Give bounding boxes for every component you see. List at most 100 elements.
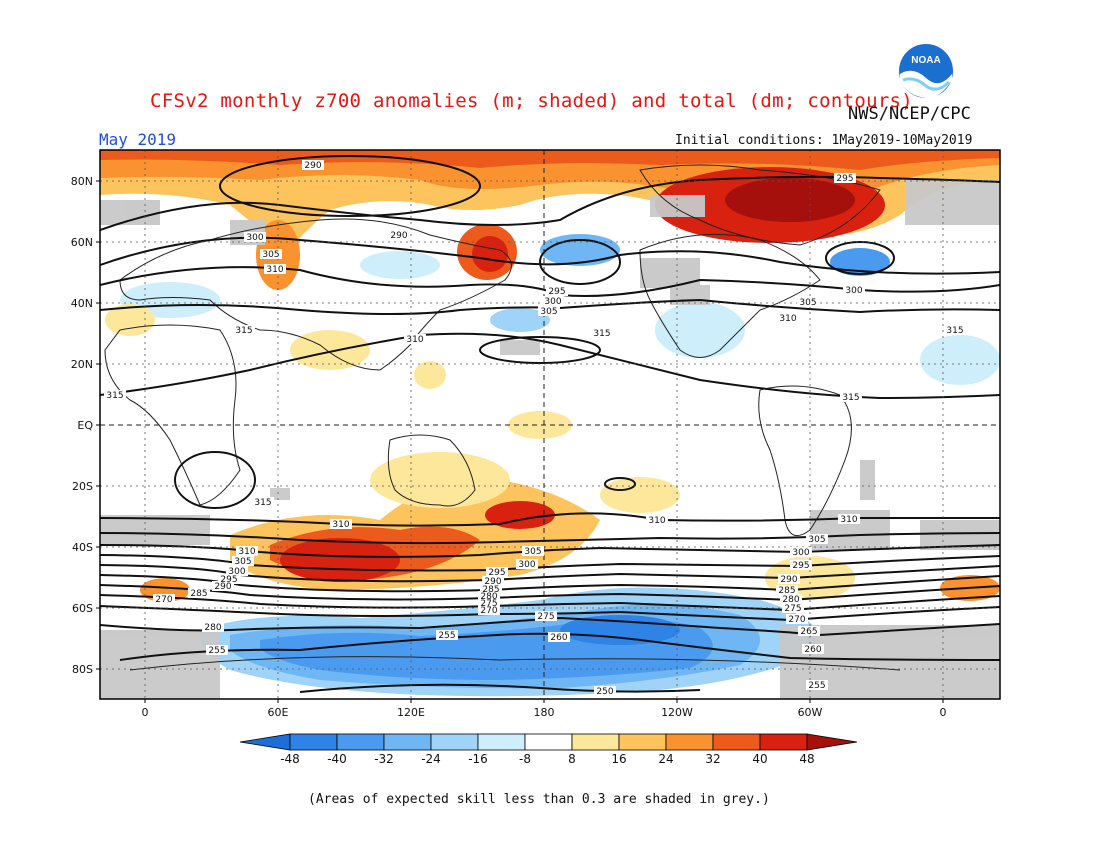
colorbar-tick-label: -32 bbox=[374, 752, 394, 766]
contour-label: 305 bbox=[234, 557, 251, 567]
contour-label: 305 bbox=[808, 535, 825, 545]
contour-label: 295 bbox=[792, 561, 809, 571]
contour-label: 255 bbox=[438, 631, 455, 641]
anomaly-pacific-negative bbox=[540, 234, 620, 266]
anomaly-india-positive bbox=[414, 361, 446, 389]
skill-footnote: (Areas of expected skill less than 0.3 a… bbox=[308, 792, 770, 807]
anomaly-eastpac-negative bbox=[490, 308, 550, 332]
contour-label: 285 bbox=[482, 585, 499, 595]
contour-label: 285 bbox=[778, 586, 795, 596]
colorbar-box bbox=[665, 733, 714, 751]
contour-label: 310 bbox=[266, 265, 283, 275]
colorbar-tick-label: -40 bbox=[327, 752, 347, 766]
contour-label: 310 bbox=[779, 314, 796, 324]
anomaly-tasman-max bbox=[485, 501, 555, 529]
colorbar-tick-label: 48 bbox=[799, 752, 814, 766]
contour-label: 310 bbox=[332, 520, 349, 530]
contour-label: 250 bbox=[596, 687, 613, 697]
contour-label: 315 bbox=[106, 391, 123, 401]
anomaly-southpac-positive bbox=[600, 477, 680, 513]
lon-tick-marks bbox=[144, 699, 944, 703]
contour-label: 310 bbox=[406, 335, 423, 345]
contour-label: 290 bbox=[214, 582, 231, 592]
lat-tick-label: 20S bbox=[72, 480, 93, 493]
lat-tick-marks bbox=[96, 180, 100, 670]
contour-label: 305 bbox=[524, 547, 541, 557]
colorbar-box bbox=[289, 733, 338, 751]
lon-tick-label: 60W bbox=[798, 706, 823, 719]
contour-label: 300 bbox=[518, 560, 535, 570]
contour-label: 270 bbox=[788, 615, 805, 625]
contour-label: 270 bbox=[480, 606, 497, 616]
contour-label: 315 bbox=[254, 498, 271, 508]
contour-label: 290 bbox=[780, 575, 797, 585]
colorbar-box bbox=[759, 733, 808, 751]
contour-label: 255 bbox=[208, 646, 225, 656]
anomaly-natl-negative bbox=[920, 335, 1000, 385]
primary-axes bbox=[100, 150, 1000, 699]
contour-label: 265 bbox=[800, 627, 817, 637]
lon-tick-label: 0 bbox=[142, 706, 149, 719]
contour-label: 290 bbox=[484, 577, 501, 587]
lon-axis: 0 60E 120E 180 120W 60W 0 bbox=[142, 706, 947, 719]
contour-label: 295 bbox=[548, 287, 565, 297]
contour-label: 315 bbox=[842, 393, 859, 403]
anomaly-atlantic-negative bbox=[655, 302, 745, 358]
colorbar-tick-label: 8 bbox=[568, 752, 576, 766]
contour-label: 260 bbox=[550, 633, 567, 643]
colorbar-box bbox=[524, 733, 573, 751]
colorbar-arrow-low bbox=[239, 733, 291, 751]
contour-label: 280 bbox=[480, 592, 497, 602]
noaa-logo: NOAA bbox=[896, 41, 956, 101]
contour-label: 290 bbox=[304, 161, 321, 171]
contour-label: 315 bbox=[946, 326, 963, 336]
contour-label: 295 bbox=[488, 568, 505, 578]
lat-tick-label: 80N bbox=[71, 175, 93, 188]
contour-label: 300 bbox=[792, 548, 809, 558]
contour-label: 315 bbox=[593, 329, 610, 339]
lat-tick-label: 60N bbox=[71, 236, 93, 249]
anomaly-nh-polar-stronger bbox=[100, 150, 1000, 170]
contour-label: 275 bbox=[537, 612, 554, 622]
contour-label: 300 bbox=[246, 233, 263, 243]
contour-label: 295 bbox=[836, 174, 853, 184]
colorbar-box bbox=[618, 733, 667, 751]
anomaly-australia-positive bbox=[370, 452, 510, 508]
colorbar-tick-label: -24 bbox=[421, 752, 441, 766]
contour-label: 275 bbox=[784, 604, 801, 614]
lat-tick-label: 20N bbox=[71, 358, 93, 371]
lon-tick-label: 120E bbox=[397, 706, 425, 719]
colorbar-tick-label: 24 bbox=[658, 752, 673, 766]
contour-label: 300 bbox=[228, 567, 245, 577]
contour-label: 280 bbox=[782, 595, 799, 605]
colorbar-tick-label: -48 bbox=[280, 752, 300, 766]
contour-label: 290 bbox=[390, 231, 407, 241]
contour-label: 260 bbox=[804, 645, 821, 655]
contour-label: 300 bbox=[544, 297, 561, 307]
colorbar-box bbox=[383, 733, 432, 751]
colorbar-box bbox=[712, 733, 761, 751]
colorbar-box bbox=[571, 733, 620, 751]
contour-label: 310 bbox=[648, 516, 665, 526]
contour-labels: 290 295 290 300 305 310 295 300 305 300 … bbox=[104, 160, 966, 697]
colorbar-box bbox=[430, 733, 479, 751]
lat-tick-label: 80S bbox=[72, 663, 93, 676]
colorbar-tick-label: 40 bbox=[752, 752, 767, 766]
contour-label: 275 bbox=[480, 599, 497, 609]
contour-label: 280 bbox=[204, 623, 221, 633]
anomaly-indian-ocean-max bbox=[280, 538, 400, 582]
contour-label: 305 bbox=[799, 298, 816, 308]
contour-label: 305 bbox=[262, 250, 279, 260]
lat-tick-label: EQ bbox=[77, 419, 93, 432]
lat-tick-label: 60S bbox=[72, 602, 93, 615]
map-title: CFSv2 monthly z700 anomalies (m; shaded)… bbox=[150, 90, 914, 112]
colorbar-tick-label: 16 bbox=[611, 752, 626, 766]
logo-text: NOAA bbox=[911, 55, 940, 66]
contour-label: 310 bbox=[238, 547, 255, 557]
colorbar-tick-label: -8 bbox=[519, 752, 531, 766]
contour-label: 315 bbox=[235, 326, 252, 336]
contour-label: 295 bbox=[220, 575, 237, 585]
contour-label: 305 bbox=[540, 307, 557, 317]
forecast-month: May 2019 bbox=[99, 130, 177, 149]
initial-conditions: Initial conditions: 1May2019-10May2019 bbox=[675, 133, 973, 148]
